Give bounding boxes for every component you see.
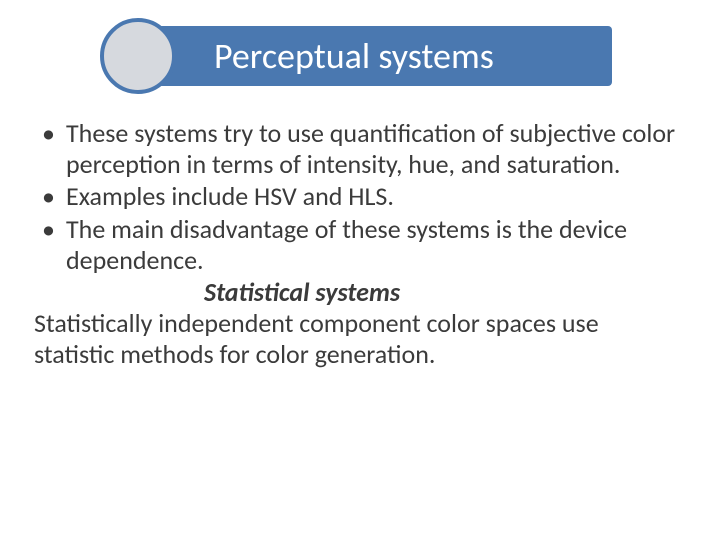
- list-item: The main disadvantage of these systems i…: [34, 214, 680, 275]
- title-bar: Perceptual systems: [142, 26, 612, 86]
- slide-title: Perceptual systems: [214, 34, 494, 78]
- slide-body: These systems try to use quantification …: [34, 118, 680, 369]
- list-item: Examples include HSV and HLS.: [34, 181, 680, 212]
- subheading: Statistical systems: [34, 277, 680, 308]
- title-circle-icon: [100, 18, 176, 94]
- bullet-list: These systems try to use quantification …: [34, 118, 680, 275]
- list-item: These systems try to use quantification …: [34, 118, 680, 179]
- paragraph: Statistically independent component colo…: [34, 308, 680, 369]
- slide: Perceptual systems These systems try to …: [0, 0, 720, 540]
